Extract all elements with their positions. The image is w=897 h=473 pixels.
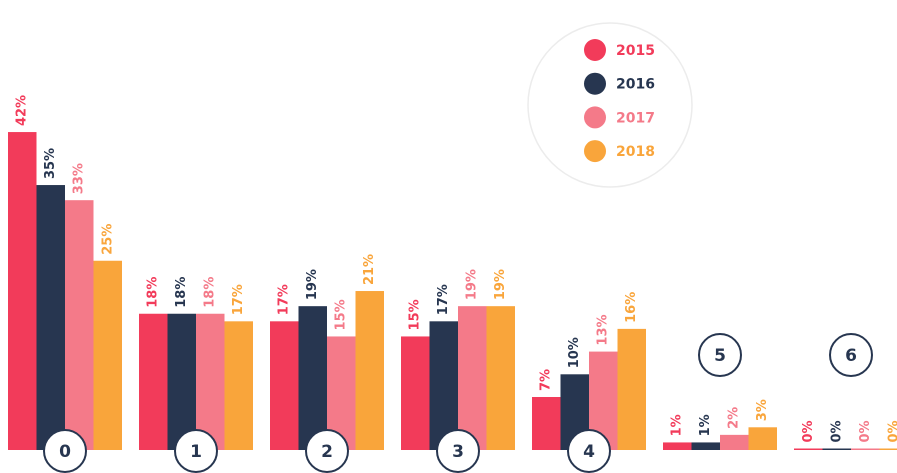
data-label: 1%: [670, 414, 685, 436]
bar: [663, 442, 692, 450]
x-tick-label: 5: [714, 346, 726, 366]
data-label: 2%: [727, 407, 742, 429]
category-badge: [436, 429, 480, 473]
data-label: 3%: [755, 399, 770, 421]
category-badge: [698, 333, 742, 377]
bar: [822, 448, 851, 450]
legend-label: 2018: [616, 144, 655, 160]
category-badge: [174, 429, 218, 473]
data-label: 17%: [277, 284, 292, 315]
data-label: 7%: [539, 369, 554, 391]
data-label: 17%: [436, 284, 451, 315]
data-label: 0%: [858, 420, 873, 442]
data-label: 21%: [362, 254, 377, 285]
bar: [355, 291, 384, 450]
bar: [748, 427, 777, 450]
bar: [720, 434, 749, 450]
bar: [879, 448, 897, 450]
bar: [691, 442, 720, 450]
x-tick-label: 2: [321, 442, 333, 462]
legend-background: [527, 22, 693, 188]
data-label: 13%: [596, 314, 611, 345]
category-badge: [305, 429, 349, 473]
data-label: 42%: [15, 95, 30, 126]
data-label: 35%: [43, 148, 58, 179]
data-label: 18%: [203, 277, 218, 308]
bar: [8, 132, 37, 450]
data-label: 15%: [408, 299, 423, 330]
bar: [196, 313, 225, 450]
legend-label: 2015: [616, 43, 655, 59]
x-tick-label: 0: [59, 442, 71, 462]
legend-marker: [584, 140, 606, 163]
bar: [167, 313, 196, 450]
data-label: 19%: [465, 269, 480, 300]
data-label: 17%: [231, 284, 246, 315]
data-label: 10%: [567, 337, 582, 368]
bar: [401, 336, 430, 450]
category-badge: [43, 429, 87, 473]
data-label: 0%: [886, 420, 897, 442]
bar: [36, 185, 65, 451]
category-badge: [567, 429, 611, 473]
data-label: 0%: [801, 420, 816, 442]
bar: [458, 306, 487, 450]
legend-marker: [584, 106, 606, 129]
legend-label: 2017: [616, 110, 655, 126]
legend-marker: [584, 39, 606, 61]
x-tick-label: 4: [583, 442, 595, 462]
legend-label: 2016: [616, 77, 655, 93]
bar: [486, 306, 515, 450]
data-label: 16%: [624, 292, 639, 323]
bar: [298, 306, 327, 450]
bar: [617, 328, 646, 450]
legend-marker: [584, 72, 606, 95]
bar: [851, 448, 880, 450]
x-tick-label: 3: [452, 442, 464, 462]
x-tick-label: 6: [845, 346, 857, 366]
data-label: 19%: [493, 269, 508, 300]
data-label: 1%: [698, 414, 713, 436]
bar: [93, 260, 122, 450]
x-tick-label: 1: [190, 442, 202, 462]
data-label: 25%: [100, 224, 115, 255]
data-label: 19%: [305, 269, 320, 300]
data-label: 15%: [334, 299, 349, 330]
bar: [139, 313, 168, 450]
bar: [429, 321, 458, 450]
bar: [532, 397, 561, 450]
data-label: 33%: [72, 163, 87, 194]
bar: [65, 200, 94, 450]
category-badge: [829, 333, 873, 377]
data-label: 18%: [174, 277, 189, 308]
bar: [224, 321, 253, 450]
bar: [270, 321, 299, 450]
bar: [794, 448, 823, 450]
data-label: 18%: [146, 277, 161, 308]
data-label: 0%: [829, 420, 844, 442]
